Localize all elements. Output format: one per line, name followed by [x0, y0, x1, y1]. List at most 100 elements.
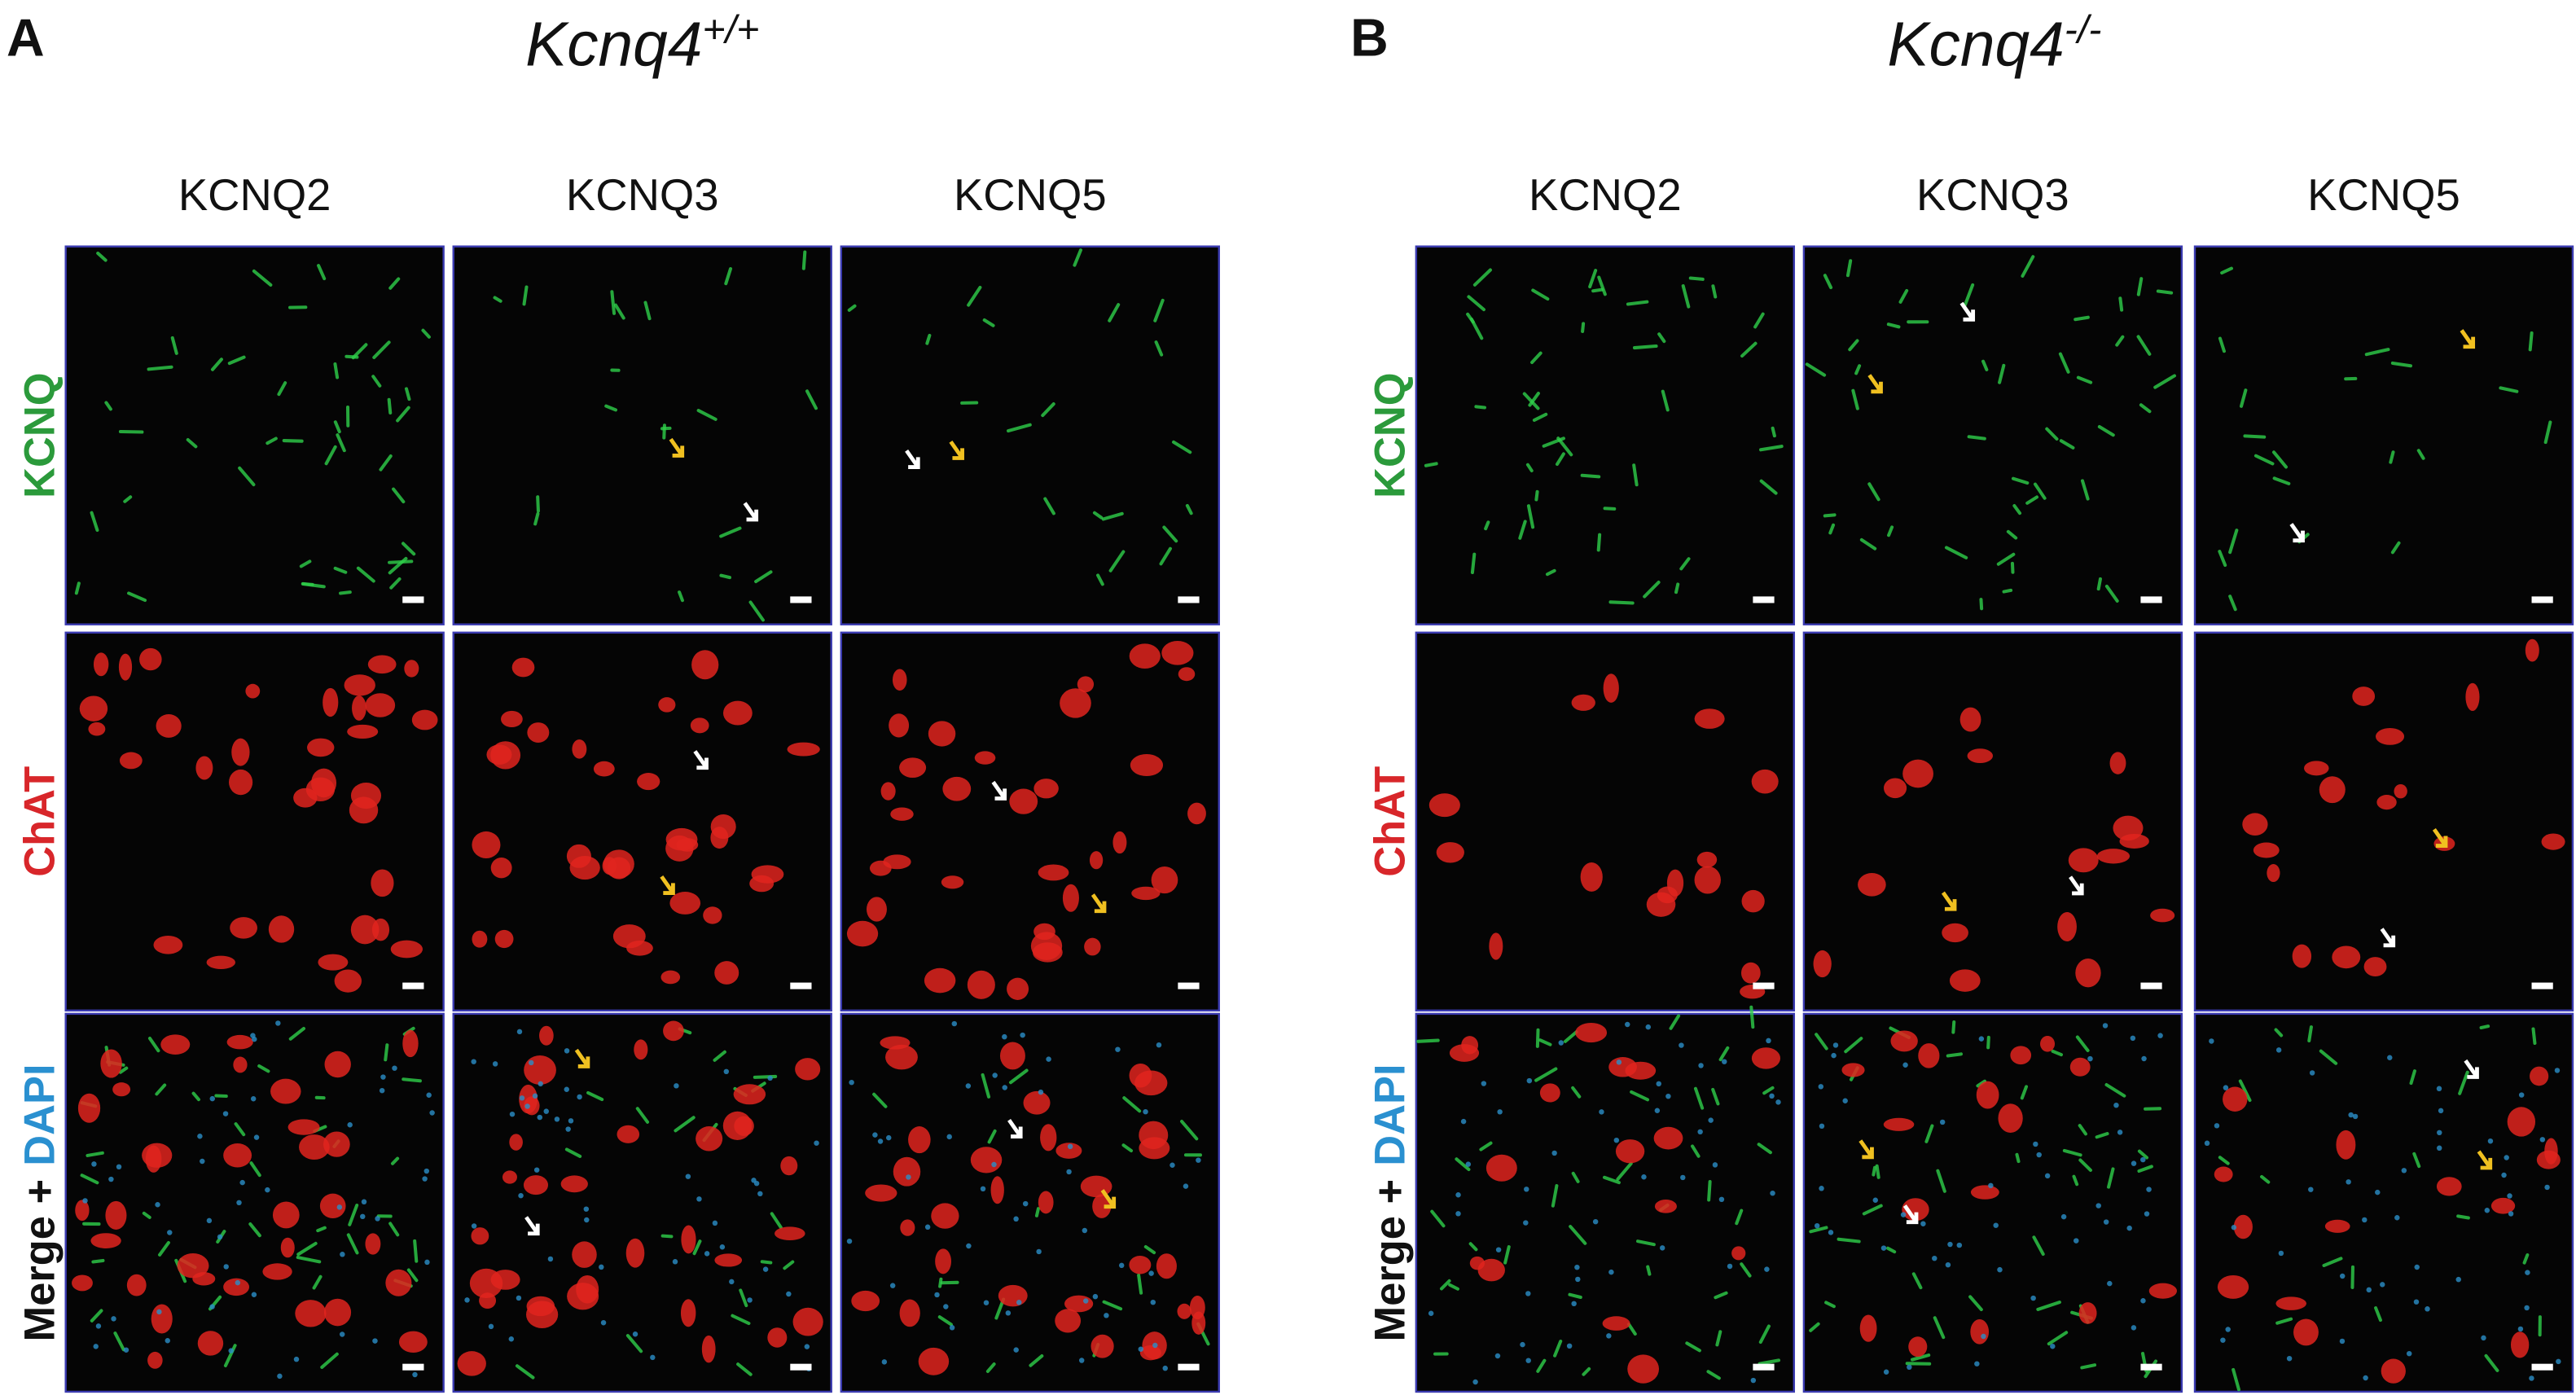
row-label-part: DAPI	[1367, 1064, 1414, 1165]
scale-bar	[1753, 1363, 1775, 1371]
red-cell	[602, 857, 617, 875]
dapi-nucleus	[991, 1161, 997, 1168]
micrograph	[1415, 1012, 1796, 1393]
dapi-nucleus	[222, 1111, 229, 1116]
micrograph	[452, 245, 832, 625]
row-label-part: DAPI	[16, 1064, 64, 1165]
green-signal	[1542, 436, 1565, 448]
dapi-nucleus	[1494, 1353, 1501, 1359]
scale-bar	[790, 1363, 812, 1371]
dapi-nucleus	[1078, 1358, 1085, 1363]
scale-bar	[402, 982, 424, 989]
red-cell	[703, 906, 722, 924]
dapi-nucleus	[123, 1347, 129, 1353]
column-header: KCNQ5	[954, 170, 1107, 220]
dapi-nucleus	[747, 1297, 753, 1303]
green-signal	[2080, 1363, 2097, 1370]
green-signal	[2080, 479, 2090, 501]
micrograph	[64, 245, 445, 625]
red-cell	[1461, 1036, 1479, 1055]
red-cell	[160, 1034, 191, 1055]
green-signal	[925, 333, 932, 345]
red-cell	[900, 1219, 915, 1236]
dapi-nucleus	[1046, 1056, 1051, 1062]
dapi-nucleus	[983, 1300, 990, 1305]
dapi-nucleus	[2501, 1172, 2507, 1178]
red-cell	[156, 714, 182, 738]
red-cell	[1751, 769, 1779, 794]
genotype-superscript: +/+	[702, 7, 759, 51]
green-signal	[1805, 362, 1827, 377]
red-cell	[970, 1147, 1003, 1173]
micrograph	[1802, 245, 2183, 625]
green-signal	[2025, 495, 2039, 505]
dapi-nucleus	[252, 1036, 257, 1042]
red-cell	[1890, 1030, 1918, 1052]
green-signal	[170, 336, 178, 355]
green-signal	[1674, 582, 1680, 594]
dapi-nucleus	[379, 1087, 385, 1094]
green-signal	[1986, 1035, 1990, 1050]
red-cell	[787, 742, 820, 757]
dapi-nucleus	[2060, 1213, 2067, 1220]
green-signal	[1910, 1353, 1931, 1362]
dapi-nucleus	[209, 1304, 215, 1309]
dapi-nucleus	[543, 1108, 549, 1114]
dapi-nucleus	[966, 1243, 972, 1249]
dapi-nucleus	[2033, 1141, 2038, 1147]
green-signal	[90, 1309, 103, 1323]
dapi-nucleus	[2144, 1211, 2150, 1217]
red-cell	[90, 1233, 121, 1249]
red-cell	[1187, 802, 1206, 825]
green-signal	[736, 1362, 753, 1376]
dapi-nucleus	[2113, 1102, 2119, 1108]
red-cell	[974, 751, 996, 765]
red-cell	[885, 1044, 918, 1070]
green-signal	[421, 328, 431, 339]
green-signal	[1137, 1273, 1143, 1295]
green-signal	[801, 250, 807, 270]
dapi-nucleus	[339, 1331, 345, 1337]
red-cell	[2150, 908, 2175, 923]
dapi-nucleus	[2362, 1217, 2368, 1223]
dapi-nucleus	[685, 1173, 691, 1179]
green-signal	[1823, 274, 1833, 290]
red-cell	[344, 674, 375, 696]
dapi-nucleus	[762, 1266, 769, 1272]
red-cell	[696, 1126, 723, 1152]
dapi-nucleus	[2525, 1270, 2530, 1275]
genotype-base: Kcnq4	[1887, 11, 2064, 80]
red-cell	[2293, 1318, 2319, 1346]
red-cell	[1040, 1124, 1057, 1152]
red-cell	[658, 697, 676, 713]
red-cell	[350, 915, 380, 945]
red-cell	[231, 738, 250, 766]
dapi-nucleus	[1092, 1293, 1099, 1300]
green-signal	[731, 1314, 751, 1326]
red-cell	[701, 1335, 716, 1363]
row-label-part: Merge +	[16, 1179, 64, 1342]
red-cell	[775, 1226, 805, 1241]
red-cell	[751, 865, 784, 884]
green-signal	[1551, 1184, 1559, 1208]
dapi-nucleus	[423, 1168, 430, 1174]
green-signal	[333, 420, 341, 434]
red-cell	[527, 722, 550, 743]
dapi-nucleus	[392, 1065, 397, 1071]
green-signal	[317, 264, 327, 281]
red-cell	[93, 652, 109, 677]
red-cell	[112, 1082, 131, 1097]
red-cell	[2336, 1130, 2356, 1160]
green-signal	[1859, 537, 1877, 551]
green-signal	[2097, 424, 2115, 437]
dapi-nucleus	[1526, 1077, 1533, 1084]
green-signal	[74, 581, 81, 595]
dapi-nucleus	[1592, 1218, 1599, 1225]
dapi-nucleus	[1818, 1084, 1824, 1090]
green-signal	[1669, 1014, 1681, 1030]
dapi-nucleus	[1183, 1183, 1189, 1189]
green-signal	[604, 404, 618, 412]
green-signal	[1968, 1295, 1983, 1312]
dapi-nucleus	[200, 1158, 205, 1165]
red-cell	[1967, 748, 1994, 764]
